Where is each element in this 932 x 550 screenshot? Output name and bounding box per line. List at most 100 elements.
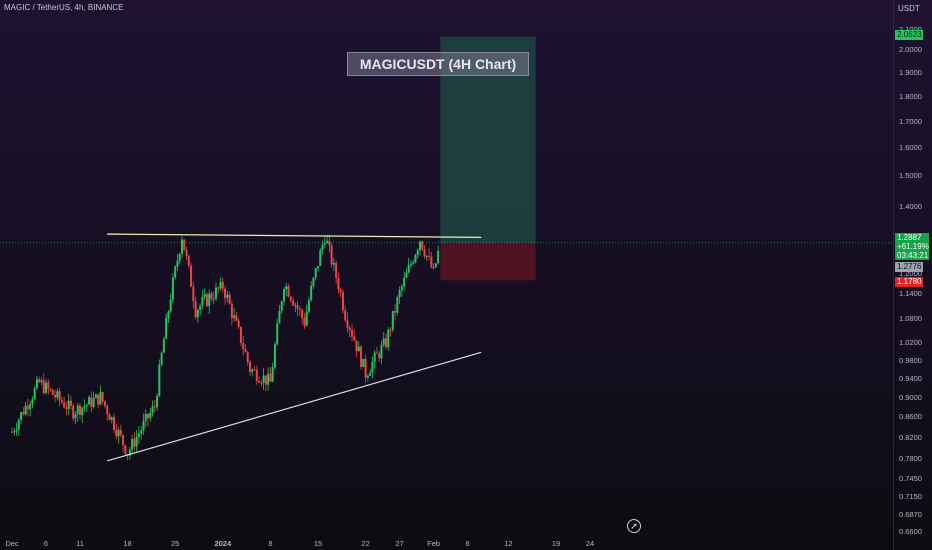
candle-body [355, 340, 358, 352]
candle [391, 310, 394, 333]
candle [45, 378, 47, 395]
candle-body [119, 429, 122, 436]
candle [341, 289, 344, 314]
candle [201, 289, 204, 309]
candle-body [330, 245, 333, 265]
candle [253, 365, 256, 371]
trend-lines [0, 233, 893, 462]
candle [273, 341, 276, 370]
stop-zone [440, 242, 536, 281]
candle-body [183, 239, 186, 251]
candle [285, 282, 288, 297]
candle-body [26, 405, 29, 410]
candle-body [326, 240, 329, 244]
candle [74, 411, 77, 424]
candle-body [224, 288, 227, 298]
candle-body [38, 379, 41, 383]
candle-body [344, 310, 347, 321]
candle [137, 426, 140, 444]
candle [20, 411, 23, 425]
candle-body [83, 405, 86, 408]
candle [283, 287, 285, 306]
candle-body [353, 336, 356, 341]
candle [380, 340, 383, 365]
candle-body [351, 330, 353, 337]
candle [51, 389, 54, 396]
candle [428, 248, 431, 260]
rocket-icon[interactable]: ➚ [627, 519, 641, 533]
candle-body [271, 367, 274, 382]
candle-body [380, 344, 383, 359]
candle-body [15, 429, 18, 432]
candle [287, 283, 290, 298]
candle-body [332, 262, 335, 265]
candle-body [219, 281, 222, 289]
candle [371, 356, 374, 379]
candle [355, 340, 358, 358]
candle-body [205, 294, 208, 307]
candle-body [217, 287, 220, 289]
candle [54, 389, 57, 403]
currency-label[interactable]: USDT [898, 4, 920, 13]
candle [35, 375, 38, 390]
candle-body [60, 399, 63, 403]
candle [364, 354, 367, 383]
time-tick-label: Dec [5, 539, 19, 548]
candle-body [140, 430, 143, 434]
candle-body [131, 438, 134, 450]
candle-body [113, 417, 115, 430]
candle [63, 396, 66, 409]
price-tick-label: 1.2000 [899, 269, 922, 278]
candle [373, 350, 376, 369]
candle [423, 245, 426, 259]
candle [235, 311, 238, 322]
candle [81, 406, 84, 423]
price-tick-label: 0.8600 [899, 412, 922, 421]
candle [190, 262, 193, 287]
candle-body [92, 398, 95, 407]
candle [56, 388, 59, 401]
candle [40, 377, 43, 385]
chart-title: MAGICUSDT (4H Chart) [347, 52, 529, 76]
candle [17, 417, 20, 436]
candle-body [360, 346, 363, 367]
candle-body [230, 303, 233, 319]
candle [65, 401, 68, 416]
price-tick-label: 1.0800 [899, 314, 922, 323]
candle-body [94, 394, 97, 399]
candle-body [292, 300, 295, 306]
candle-body [400, 286, 403, 291]
candle-body [221, 281, 224, 289]
candle-body [437, 250, 440, 264]
candle-body [171, 277, 174, 300]
candle-body [17, 420, 20, 430]
candle [378, 350, 381, 363]
candle [357, 341, 360, 352]
candle-body [246, 352, 249, 363]
candle [314, 267, 317, 281]
candle [224, 285, 227, 305]
candle [310, 281, 313, 302]
candle-body [253, 369, 256, 371]
price-tick-label: 0.9400 [899, 374, 922, 383]
candle [33, 385, 36, 401]
candle [165, 313, 168, 340]
candle-body [260, 382, 263, 384]
candle [319, 247, 322, 267]
candle-body [280, 301, 283, 311]
candle-body [212, 298, 215, 300]
candle [323, 236, 326, 249]
candle [103, 400, 106, 409]
candle [97, 394, 100, 409]
candle-body [303, 318, 306, 326]
candle [242, 335, 245, 356]
candle [101, 391, 104, 404]
candle [382, 331, 385, 347]
time-tick-label: 18 [123, 539, 131, 548]
candle-body [312, 277, 315, 286]
candle [233, 307, 236, 322]
candle [348, 325, 351, 338]
candle-body [362, 358, 365, 367]
